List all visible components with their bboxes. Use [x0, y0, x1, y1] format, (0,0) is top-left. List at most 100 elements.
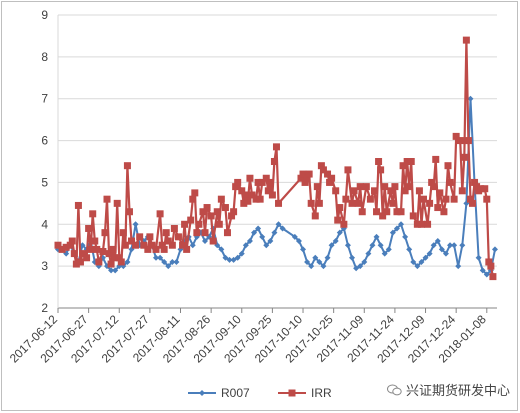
r007-point [263, 242, 270, 249]
r007-point [202, 238, 209, 245]
r007-point [361, 258, 368, 265]
irr-point [399, 162, 407, 170]
irr-point [179, 241, 187, 249]
irr-point [217, 195, 225, 203]
irr-point [307, 199, 315, 207]
r007-point [324, 254, 331, 261]
irr-point [199, 208, 207, 216]
irr-point [215, 220, 223, 228]
irr-point [460, 153, 468, 161]
r007-point [459, 242, 466, 249]
irr-point [487, 262, 495, 270]
r007-point [381, 250, 388, 257]
irr-point [213, 208, 221, 216]
irr-point [336, 204, 344, 212]
irr-point [238, 187, 246, 195]
irr-point [326, 178, 334, 186]
irr-point [258, 178, 266, 186]
irr-point [136, 233, 144, 241]
irr-point [107, 260, 115, 268]
legend-irr-point [288, 389, 296, 397]
irr-point [232, 183, 240, 191]
irr-point [146, 233, 154, 241]
irr-point [140, 241, 148, 249]
irr-point [228, 212, 236, 220]
irr-point [132, 241, 140, 249]
irr-point [119, 229, 127, 237]
irr-point [366, 195, 374, 203]
irr-point [193, 229, 201, 237]
y-tick-label: 3 [41, 259, 48, 273]
irr-point [58, 245, 66, 253]
irr-point [370, 187, 378, 195]
irr-point [244, 197, 252, 205]
irr-point [319, 166, 327, 174]
irr-point [66, 241, 74, 249]
irr-point [123, 162, 131, 170]
irr-point [83, 254, 91, 262]
irr-point [191, 189, 199, 197]
r007-point [275, 221, 282, 228]
irr-point [115, 254, 123, 262]
irr-point [375, 158, 383, 165]
watermark: 兴证期货研发中心 [386, 380, 510, 399]
r007-point [402, 233, 409, 240]
r007-point [169, 258, 176, 265]
irr-point [121, 241, 129, 249]
irr-point [434, 204, 442, 212]
irr-point [234, 178, 242, 186]
r007-point [377, 242, 384, 249]
r007-point [304, 258, 311, 265]
irr-point [428, 178, 436, 186]
y-tick-label: 7 [41, 92, 48, 106]
r007-point [222, 254, 229, 261]
irr-point [125, 208, 133, 216]
irr-point [297, 174, 305, 182]
irr-point [101, 229, 109, 237]
irr-point [464, 137, 472, 145]
legend-irr-label: IRR [311, 386, 332, 400]
irr-point [466, 195, 474, 203]
irr-point [391, 183, 399, 191]
r007-point [124, 258, 131, 265]
irr-point [181, 220, 189, 228]
r007-point [112, 267, 119, 274]
irr-point [164, 237, 172, 245]
r007-point [189, 242, 196, 249]
irr-point [358, 208, 366, 216]
irr-point [350, 187, 358, 195]
irr-point [444, 162, 452, 170]
irr-point [252, 195, 260, 203]
irr-point [379, 212, 387, 220]
r007-point [434, 238, 441, 245]
r007-point [455, 263, 462, 270]
r007-point [369, 242, 376, 249]
irr-point [209, 237, 217, 245]
r007-point [157, 254, 164, 261]
irr-point [72, 260, 80, 268]
irr-point [317, 162, 325, 170]
irr-point [409, 212, 417, 220]
irr-point [424, 220, 432, 228]
r007-point [451, 242, 458, 249]
irr-point [344, 166, 352, 174]
irr-point [195, 220, 203, 228]
irr-point [311, 212, 319, 220]
r007-point [422, 254, 429, 261]
r007-point [447, 242, 454, 249]
r007-point [406, 246, 413, 253]
irr-point [270, 158, 278, 165]
irr-point [430, 183, 438, 191]
r007-point [271, 229, 278, 236]
irr-point [373, 208, 381, 216]
r007-point [336, 229, 343, 236]
r007-point [430, 242, 437, 249]
irr-point [207, 212, 215, 220]
irr-series [54, 36, 497, 281]
r007-point [153, 254, 160, 261]
irr-point [262, 174, 270, 182]
irr-point [340, 220, 348, 228]
r007-point [349, 254, 356, 261]
irr-point [419, 195, 427, 203]
irr-point [254, 178, 262, 186]
